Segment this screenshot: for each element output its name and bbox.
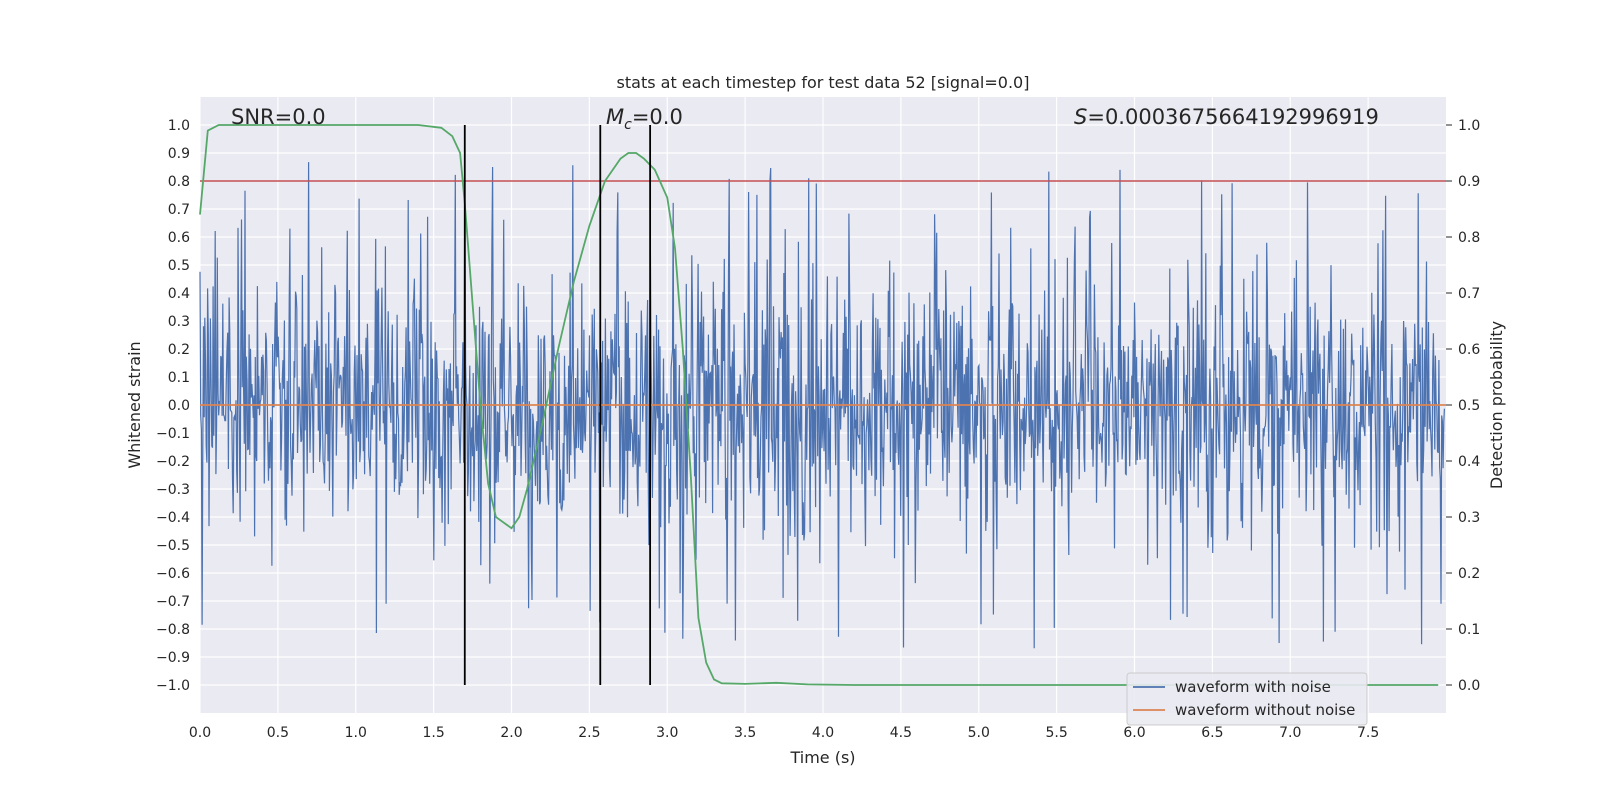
waveform-with-noise-line (199, 162, 1445, 649)
y-tick-label-5: 0.5 (168, 258, 190, 274)
y2-tick-label-4: 0.4 (1458, 454, 1480, 470)
y-tick-label-0: 1.0 (168, 118, 190, 134)
s-symbol: S (1074, 105, 1087, 129)
y-tick-label-9: 0.1 (168, 370, 190, 386)
x-tick-label-14: 7.0 (1279, 725, 1301, 741)
x-axis-label: Time (s) (789, 748, 855, 767)
y-tick-label-4: 0.6 (168, 230, 190, 246)
y2-tick-labels: 0.0 0.1 0.2 0.3 0.4 0.5 0.6 0.7 0.8 0.9 1.0 (1446, 118, 1480, 694)
x-tick-label-11: 5.5 (1045, 725, 1067, 741)
y2-tick-label-8: 0.8 (1458, 230, 1480, 246)
y-tick-label-7: 0.3 (168, 314, 190, 330)
y-tick-labels: 1.0 0.9 0.8 0.7 0.6 0.5 0.4 0.3 0.2 0.1 0.0 −0.1 −0.… (156, 118, 190, 694)
y2-tick-label-0: 0.0 (1458, 678, 1480, 694)
x-tick-label-0: 0.0 (189, 725, 211, 741)
y-tick-label-18: −0.8 (156, 622, 190, 638)
mc-annotation: Mc=0.0 (606, 105, 683, 133)
y-tick-label-10: 0.0 (168, 398, 190, 414)
y-tick-label-14: −0.4 (156, 510, 190, 526)
x-tick-labels: 0.0 0.5 1.0 1.5 2.0 2.5 3.0 3.5 4.0 4.5 5.0 5.5 6.0 6… (189, 725, 1379, 741)
y-tick-label-2: 0.8 (168, 174, 190, 190)
y2-tick-label-2: 0.2 (1458, 566, 1480, 582)
x-tick-label-12: 6.0 (1123, 725, 1145, 741)
y2-tick-label-5: 0.5 (1458, 398, 1480, 414)
mc-symbol: M (606, 105, 624, 129)
legend-label-waveform-with-noise: waveform with noise (1175, 678, 1331, 696)
x-tick-label-2: 1.0 (345, 725, 367, 741)
s-annotation: S=0.0003675664192996919 (1074, 105, 1379, 129)
y-axis-label: Whitened strain (125, 341, 144, 468)
y-tick-label-19: −0.9 (156, 650, 190, 666)
x-tick-label-13: 6.5 (1201, 725, 1223, 741)
y2-tick-label-6: 0.6 (1458, 342, 1480, 358)
marker-lines (463, 125, 652, 685)
y-tick-label-3: 0.7 (168, 202, 190, 218)
chart-title: stats at each timestep for test data 52 … (617, 73, 1030, 92)
snr-value: 0.0 (292, 105, 325, 129)
mc-subscript: c (624, 117, 632, 133)
y-tick-label-12: −0.2 (156, 454, 190, 470)
series-waveform-with-noise (199, 162, 1445, 649)
y2-axis-label: Detection probability (1487, 321, 1506, 489)
x-tick-label-4: 2.0 (500, 725, 522, 741)
y-tick-label-20: −1.0 (156, 678, 190, 694)
x-tick-label-15: 7.5 (1357, 725, 1379, 741)
y-tick-label-17: −0.7 (156, 594, 190, 610)
mc-value: =0.0 (632, 105, 683, 129)
legend-label-waveform-without-noise: waveform without noise (1175, 701, 1355, 719)
y-tick-label-11: −0.1 (156, 426, 190, 442)
x-tick-label-6: 3.0 (656, 725, 678, 741)
y2-tick-label-7: 0.7 (1458, 286, 1480, 302)
y-tick-label-16: −0.6 (156, 566, 190, 582)
y2-tick-label-1: 0.1 (1458, 622, 1480, 638)
x-tick-label-3: 1.5 (422, 725, 444, 741)
series-detection-probability (199, 124, 1439, 686)
y-tick-label-13: −0.3 (156, 482, 190, 498)
x-tick-label-5: 2.5 (578, 725, 600, 741)
y-tick-label-15: −0.5 (156, 538, 190, 554)
snr-annotation: SNR=0.0 (231, 105, 326, 129)
x-tick-label-10: 5.0 (968, 725, 990, 741)
detection-probability-line (199, 124, 1439, 686)
y2-tick-label-9: 0.9 (1458, 174, 1480, 190)
s-value: =0.0003675664192996919 (1087, 105, 1379, 129)
x-tick-label-9: 4.5 (890, 725, 912, 741)
y-tick-label-1: 0.9 (168, 146, 190, 162)
y2-tick-label-3: 0.3 (1458, 510, 1480, 526)
x-tick-label-1: 0.5 (267, 725, 289, 741)
y2-tick-label-10: 1.0 (1458, 118, 1480, 134)
x-tick-label-8: 4.0 (812, 725, 834, 741)
legend: waveform with noise waveform without noi… (1126, 672, 1368, 726)
legend-box (1126, 672, 1368, 726)
snr-prefix: SNR= (231, 105, 292, 129)
x-tick-label-7: 3.5 (734, 725, 756, 741)
y-tick-label-6: 0.4 (168, 286, 190, 302)
y-tick-label-8: 0.2 (168, 342, 190, 358)
